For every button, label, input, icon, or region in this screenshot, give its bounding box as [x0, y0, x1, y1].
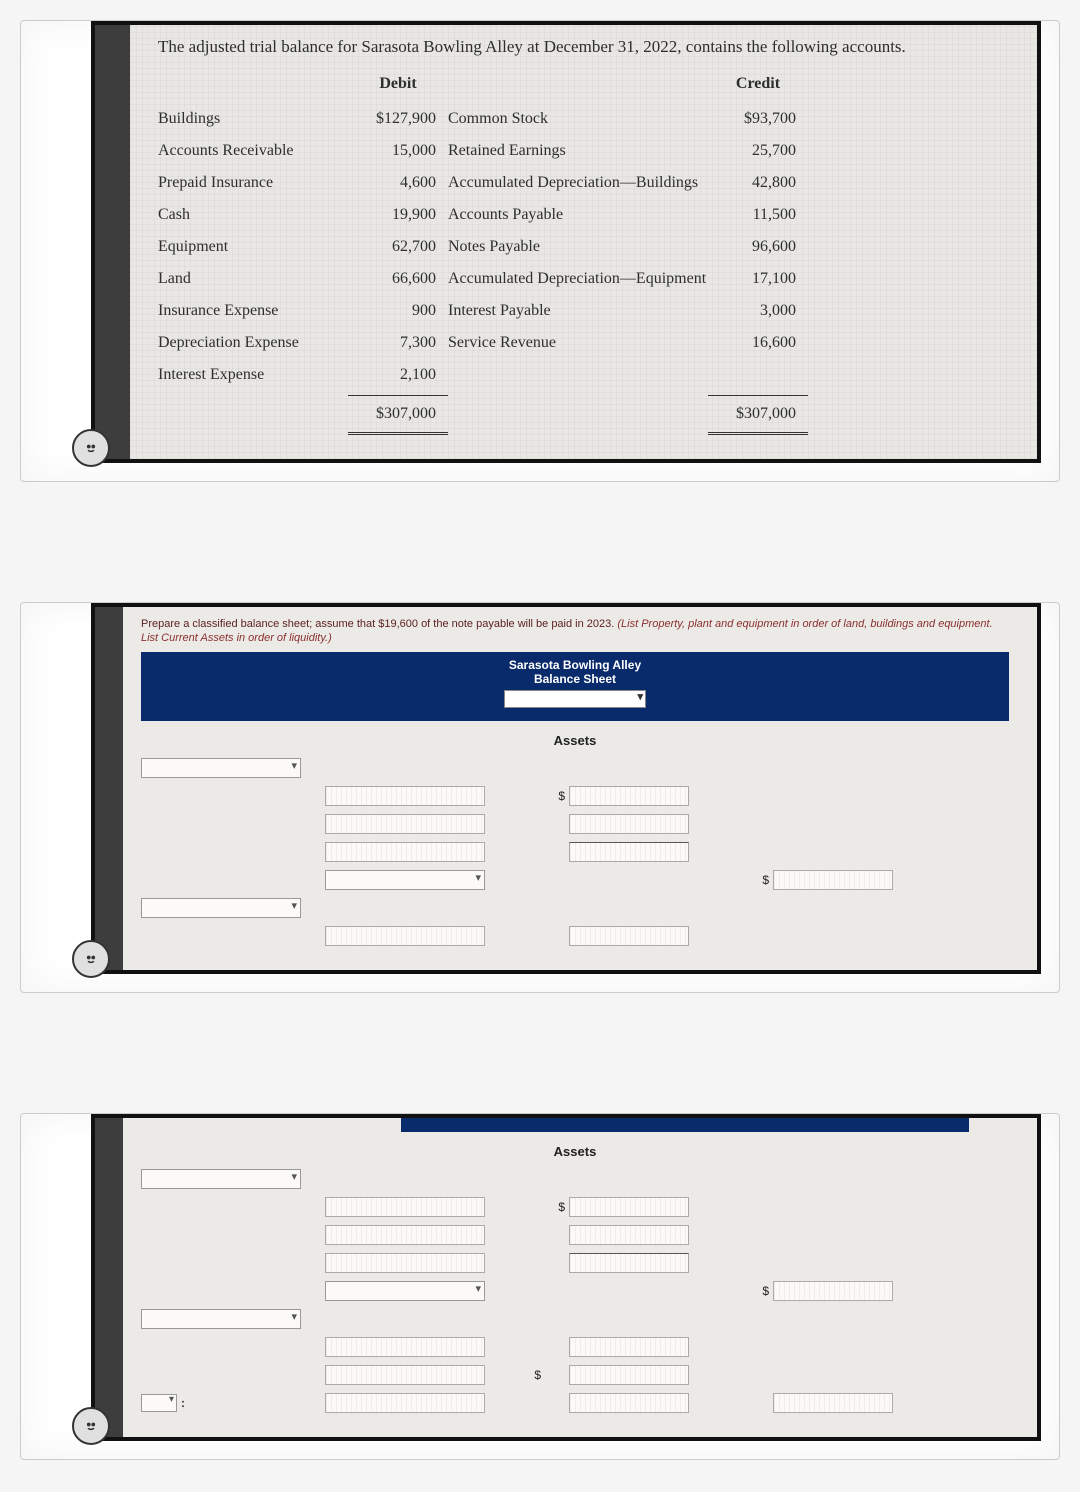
account-input[interactable] — [325, 1253, 485, 1273]
instruction-text: Prepare a classified balance sheet; assu… — [141, 617, 1009, 646]
account-input[interactable] — [325, 1365, 485, 1385]
dollar-label: $ — [485, 1368, 545, 1382]
amount-input[interactable] — [569, 926, 689, 946]
account-input[interactable] — [325, 842, 485, 862]
total-debit: $307,000 — [348, 395, 448, 435]
hint-icon[interactable] — [72, 1407, 110, 1445]
trial-balance-title: The adjusted trial balance for Sarasota … — [158, 37, 1009, 57]
tb-row: Land 66,600 Accumulated Depreciation—Equ… — [158, 263, 1009, 295]
account-input[interactable] — [325, 1225, 485, 1245]
dollar-label: $ — [545, 789, 569, 803]
statement-header: Sarasota Bowling Alley Balance Sheet — [141, 652, 1009, 721]
amount-input[interactable] — [569, 1225, 689, 1245]
assets-section-title: Assets — [141, 733, 1009, 748]
debit-account: Buildings — [158, 103, 348, 135]
subtotal-input[interactable] — [773, 870, 893, 890]
subtotal-input[interactable] — [773, 1281, 893, 1301]
statement-name: Balance Sheet — [145, 672, 1005, 686]
hint-icon[interactable] — [72, 940, 110, 978]
trial-balance-headers: Debit Credit — [158, 75, 1009, 93]
total-credit: $307,000 — [708, 395, 808, 435]
photo-frame: The adjusted trial balance for Sarasota … — [91, 21, 1041, 463]
hint-icon[interactable] — [72, 429, 110, 467]
amount-input[interactable] — [569, 1253, 689, 1273]
trial-balance-card: The adjusted trial balance for Sarasota … — [20, 20, 1060, 482]
photo-frame: Prepare a classified balance sheet; assu… — [91, 603, 1041, 974]
account-input[interactable] — [325, 926, 485, 946]
category-select[interactable] — [141, 1309, 301, 1329]
account-input[interactable] — [325, 786, 485, 806]
category-select[interactable] — [141, 898, 301, 918]
amount-input[interactable] — [569, 1337, 689, 1357]
account-input[interactable] — [325, 1197, 485, 1217]
category-select[interactable] — [141, 1169, 301, 1189]
amount-input[interactable] — [569, 786, 689, 806]
credit-amount: $93,700 — [708, 103, 808, 135]
trial-balance-sheet: The adjusted trial balance for Sarasota … — [130, 25, 1037, 459]
amount-input[interactable] — [569, 1393, 689, 1413]
colon-label: : — [181, 1396, 185, 1410]
account-input[interactable] — [325, 1337, 485, 1357]
amount-input[interactable] — [569, 1365, 689, 1385]
account-input[interactable] — [325, 1393, 485, 1413]
subtotal-select[interactable] — [325, 1281, 485, 1301]
subtotal-select[interactable] — [325, 870, 485, 890]
dollar-label: $ — [749, 873, 773, 887]
worksheet: Prepare a classified balance sheet; assu… — [123, 607, 1037, 970]
company-name: Sarasota Bowling Alley — [509, 658, 641, 672]
tb-row: Prepaid Insurance 4,600 Accumulated Depr… — [158, 167, 1009, 199]
header-credit: Credit — [708, 75, 808, 93]
worksheet: Assets $ — [123, 1118, 1037, 1437]
assets-grid: $ $ — [141, 758, 1009, 946]
debit-amount: $127,900 — [348, 103, 448, 135]
less-select[interactable] — [141, 1394, 177, 1412]
tb-row: Interest Expense 2,100 — [158, 359, 1009, 391]
account-input[interactable] — [325, 814, 485, 834]
amount-input[interactable] — [569, 814, 689, 834]
assets-section-title: Assets — [141, 1144, 1009, 1159]
dollar-label: $ — [749, 1284, 773, 1298]
amount-input[interactable] — [773, 1393, 893, 1413]
tb-row: Accounts Receivable 15,000 Retained Earn… — [158, 135, 1009, 167]
dollar-label: $ — [545, 1200, 569, 1214]
assets-grid: $ $ — [141, 1169, 1009, 1413]
header-bar-fragment — [401, 1118, 969, 1132]
tb-totals: $307,000 $307,000 — [158, 395, 1009, 435]
amount-input[interactable] — [569, 1197, 689, 1217]
tb-row: Buildings $127,900 Common Stock $93,700 — [158, 103, 1009, 135]
balance-sheet-card: Prepare a classified balance sheet; assu… — [20, 602, 1060, 993]
tb-row: Insurance Expense 900 Interest Payable 3… — [158, 295, 1009, 327]
tb-row: Depreciation Expense 7,300 Service Reven… — [158, 327, 1009, 359]
photo-frame: Assets $ — [91, 1114, 1041, 1441]
balance-sheet-card-2: Assets $ — [20, 1113, 1060, 1460]
tb-row: Cash 19,900 Accounts Payable 11,500 — [158, 199, 1009, 231]
header-debit: Debit — [348, 75, 448, 93]
tb-row: Equipment 62,700 Notes Payable 96,600 — [158, 231, 1009, 263]
credit-account: Common Stock — [448, 103, 708, 135]
amount-input[interactable] — [569, 842, 689, 862]
category-select[interactable] — [141, 758, 301, 778]
statement-date-select[interactable] — [504, 690, 646, 708]
